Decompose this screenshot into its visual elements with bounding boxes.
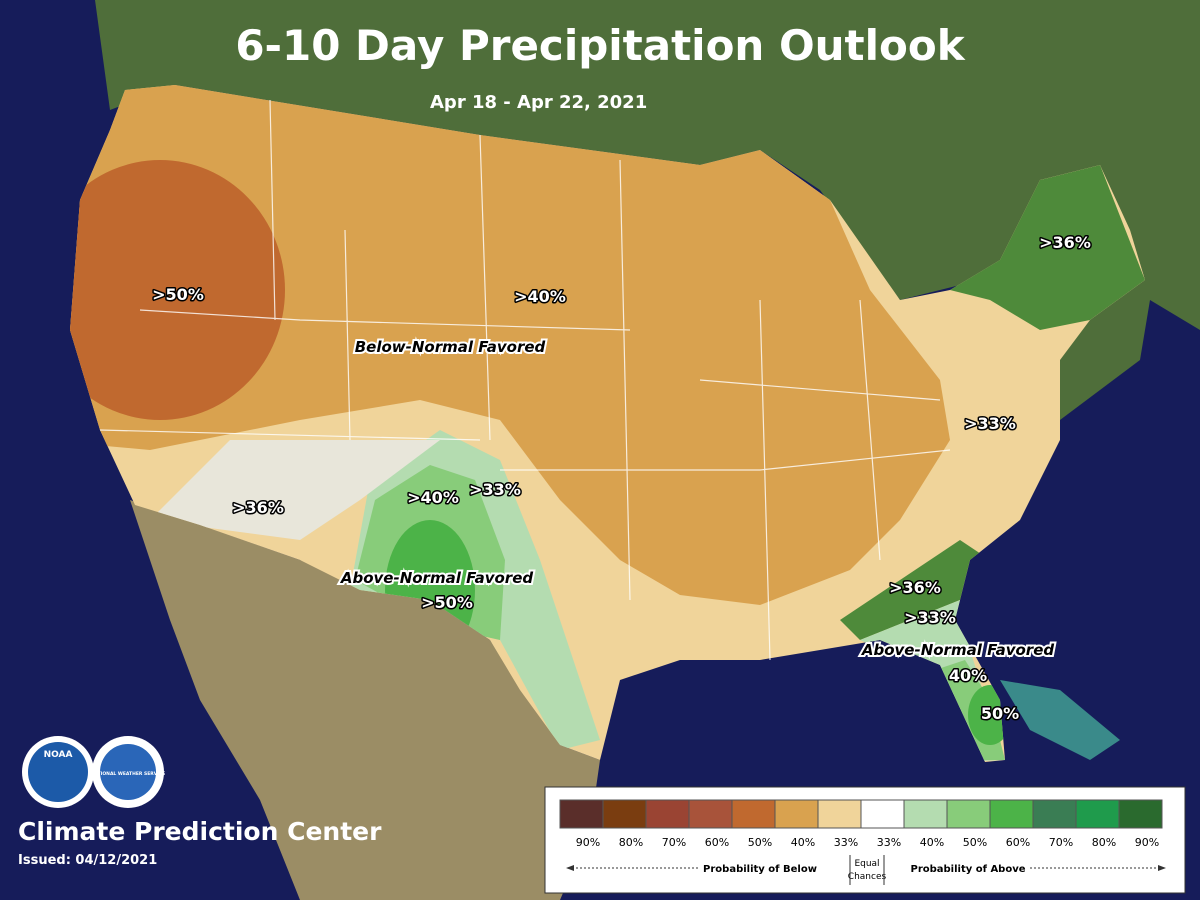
percent-label: >33% [904, 608, 956, 627]
region-50-below [70, 160, 285, 420]
legend-label: 80% [1092, 836, 1116, 849]
map-labels: >50% >40% Below-Normal Favored >36% >33% >36%… [151, 232, 1093, 725]
nws-logo-text: NATIONAL WEATHER SERVICE [91, 771, 166, 777]
percent-label: >36% [1039, 233, 1091, 252]
legend-label: 70% [662, 836, 686, 849]
legend-label: 40% [920, 836, 944, 849]
legend-label: 50% [963, 836, 987, 849]
legend-label: 70% [1049, 836, 1073, 849]
legend-swatch [645, 799, 690, 829]
region-se-36 [840, 540, 990, 640]
subtitle: Apr 18 - Apr 22, 2021 [430, 92, 647, 113]
legend-equal: Equal [854, 859, 879, 869]
footer-center: Climate Prediction Center [18, 817, 382, 846]
legend: 90% 80% 70% 60% 50% 40% 33% 33% 40% 50% 60% 70% 80% 9… [559, 799, 1163, 849]
percent-label: >50% [152, 285, 204, 304]
legend-swatch [774, 799, 819, 829]
nws-logo-inner [100, 744, 156, 800]
percent-label: >36% [232, 498, 284, 517]
legend-label: 40% [791, 836, 815, 849]
legend-swatch [989, 799, 1034, 829]
arrowhead [566, 865, 574, 871]
canada [95, 0, 1200, 420]
legend-label: 33% [877, 836, 901, 849]
region-40-below [70, 85, 950, 605]
percent-label: >33% [964, 414, 1016, 433]
percent-label: >40% [514, 287, 566, 306]
favored-label: Above-Normal Favored [861, 641, 1055, 659]
region-equal [150, 440, 440, 540]
bahamas [1000, 680, 1120, 760]
arrowhead [1158, 865, 1166, 871]
legend-label: 50% [748, 836, 772, 849]
percent-label: >36% [889, 578, 941, 597]
legend-swatch [817, 799, 862, 829]
noaa-logo-inner [28, 742, 88, 802]
legend-label: 33% [834, 836, 858, 849]
percent-label: >33% [469, 480, 521, 499]
noaa-logo-text: NOAA [44, 750, 73, 760]
legend-swatch [602, 799, 647, 829]
title: 6-10 Day Precipitation Outlook [235, 21, 965, 70]
legend-swatch [946, 799, 991, 829]
legend-swatch [1075, 799, 1120, 829]
percent-label: 50% [981, 704, 1019, 723]
legend-label: 90% [1135, 836, 1159, 849]
legend-swatch [731, 799, 776, 829]
percent-label: >50% [421, 593, 473, 612]
percent-label: 40% [949, 666, 987, 685]
legend-swatch [1118, 799, 1163, 829]
percent-label: >40% [407, 488, 459, 507]
state-borders [99, 99, 951, 661]
legend-label: 90% [576, 836, 600, 849]
legend-swatch [860, 799, 905, 829]
favored-label: Above-Normal Favored [340, 569, 534, 587]
legend-label: 60% [705, 836, 729, 849]
footer-issued: Issued: 04/12/2021 [18, 853, 157, 868]
legend-swatch [1032, 799, 1077, 829]
legend-swatch [903, 799, 948, 829]
legend-below: Probability of Below [703, 864, 817, 875]
legend-swatch [559, 799, 604, 829]
legend-label: 60% [1006, 836, 1030, 849]
favored-label: Below-Normal Favored [355, 338, 546, 356]
region-ne-above [950, 165, 1145, 330]
legend-label: 80% [619, 836, 643, 849]
mexico [130, 500, 600, 900]
legend-above: Probability of Above [910, 864, 1025, 875]
legend-swatch [688, 799, 733, 829]
legend-equal: Chances [848, 872, 887, 882]
legend-arrows [572, 855, 1160, 885]
